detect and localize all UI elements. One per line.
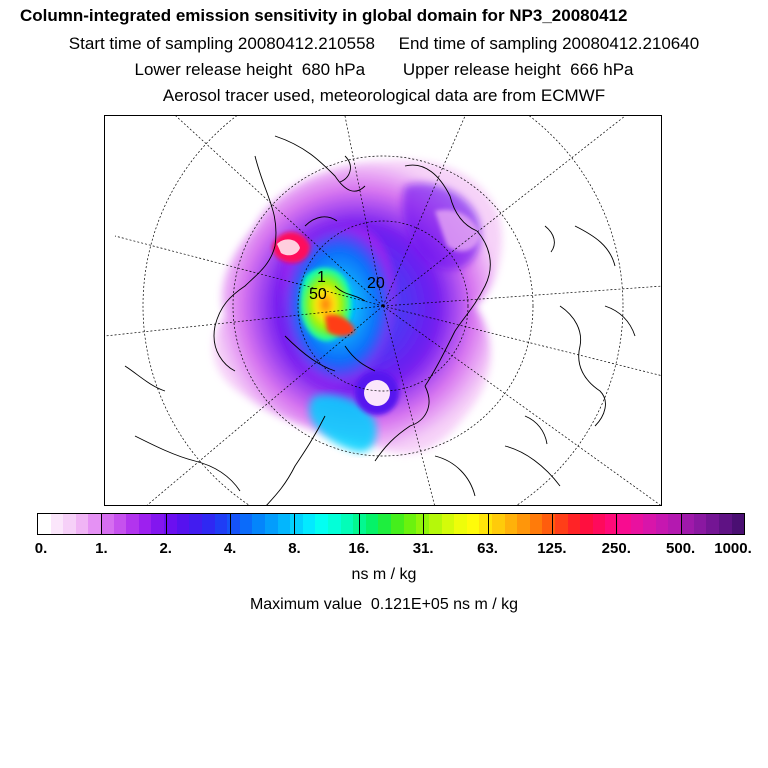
colorbar-cell — [252, 514, 265, 534]
colorbar-cell — [416, 514, 429, 534]
colorbar-cell — [517, 514, 530, 534]
colorbar-cell — [529, 514, 543, 534]
colorbar-cell — [668, 514, 682, 534]
colorbar-tick-label: 250. — [601, 540, 631, 557]
colorbar-cell — [693, 514, 707, 534]
coastlines — [124, 135, 636, 505]
colorbar-tick-label: 0. — [34, 540, 48, 557]
colorbar-cell — [365, 514, 379, 534]
colorbar-cell — [504, 514, 518, 534]
colorbar-tick — [616, 514, 618, 534]
colorbar-cell — [113, 514, 127, 534]
graticule — [105, 116, 661, 505]
colorbar-cell — [340, 514, 354, 534]
colorbar-cell — [164, 514, 177, 534]
colorbar-cell — [176, 514, 190, 534]
colorbar-cell — [88, 514, 102, 534]
colorbar-units: ns m / kg — [351, 566, 417, 583]
colorbar-cell — [101, 514, 114, 534]
maximum-value-text: Maximum value 0.121E+05 ns m / kg — [249, 596, 519, 613]
colorbar-cell — [126, 514, 139, 534]
colorbar-cell — [227, 514, 240, 534]
colorbar-cell — [605, 514, 619, 534]
colorbar-cell — [138, 514, 152, 534]
colorbar-cell — [290, 514, 303, 534]
colorbar-tick — [165, 514, 167, 534]
colorbar-cell — [38, 514, 51, 534]
colorbar-tick-label: 125. — [537, 540, 567, 557]
colorbar-tick-label: 1. — [95, 540, 108, 557]
colorbar-cell — [328, 514, 341, 534]
colorbar-cell — [592, 514, 606, 534]
colorbar-cell — [479, 514, 492, 534]
colorbar-cell — [264, 514, 278, 534]
colorbar-cell — [706, 514, 719, 534]
colorbar-cell — [466, 514, 480, 534]
colorbar-cell — [655, 514, 669, 534]
colorbar-tick — [487, 514, 489, 534]
colorbar-cell — [391, 514, 404, 534]
polar-map-panel: 50 1 20 — [104, 115, 662, 506]
release-height-line: Lower release height 680 hPa Upper relea… — [134, 60, 634, 79]
map-label-1: 1 — [317, 269, 326, 286]
colorbar-tick — [294, 514, 296, 534]
colorbar-tick — [551, 514, 553, 534]
colorbar-cell — [554, 514, 568, 534]
colorbar-cell — [151, 514, 165, 534]
tracer-info-line: Aerosol tracer used, meteorological data… — [162, 86, 606, 105]
colorbar-tick-label: 2. — [159, 540, 172, 557]
colorbar-tick-label: 16. — [348, 540, 370, 557]
colorbar-cell — [731, 514, 745, 534]
colorbar-tick-label: 63. — [477, 540, 498, 557]
colorbar-cell — [201, 514, 215, 534]
colorbar — [37, 513, 745, 535]
colorbar-cell — [441, 514, 455, 534]
colorbar-tick — [101, 514, 103, 534]
colorbar-tick — [680, 514, 682, 534]
colorbar-tick — [230, 514, 232, 534]
colorbar-cell — [239, 514, 253, 534]
colorbar-cell — [277, 514, 291, 534]
colorbar-cell — [50, 514, 64, 534]
emission-sensitivity-map: 50 1 20 — [105, 116, 661, 505]
colorbar-tick-label: 500. — [666, 540, 696, 557]
colorbar-cell — [681, 514, 694, 534]
colorbar-cell — [454, 514, 467, 534]
colorbar-tick — [423, 514, 425, 534]
colorbar-cell — [567, 514, 581, 534]
colorbar-cell — [315, 514, 329, 534]
map-labels: 50 1 20 — [309, 269, 385, 303]
colorbar-cell — [618, 514, 631, 534]
colorbar-cell — [580, 514, 593, 534]
colorbar-cell — [189, 514, 202, 534]
colorbar-tick-label: 1000. — [714, 540, 752, 557]
map-label-50: 50 — [309, 286, 327, 303]
colorbar-tick-label: 31. — [412, 540, 434, 557]
colorbar-cell — [302, 514, 316, 534]
colorbar-cell — [75, 514, 89, 534]
colorbar-cell — [542, 514, 555, 534]
colorbar-cell — [214, 514, 228, 534]
map-label-20: 20 — [367, 275, 385, 292]
colorbar-cell — [491, 514, 505, 534]
plot-title: Column-integrated emission sensitivity i… — [20, 6, 628, 25]
colorbar-cell — [63, 514, 76, 534]
colorbar-tick — [358, 514, 360, 534]
colorbar-cell — [718, 514, 732, 534]
sampling-time-line: Start time of sampling 20080412.210558 E… — [68, 34, 700, 53]
colorbar-tick-label: 4. — [223, 540, 237, 557]
colorbar-cell — [643, 514, 656, 534]
colorbar-tick-label: 8. — [288, 540, 301, 557]
colorbar-cell — [378, 514, 392, 534]
colorbar-cell — [403, 514, 417, 534]
colorbar-cell — [428, 514, 442, 534]
sensitivity-plume — [213, 160, 503, 454]
colorbar-cell — [630, 514, 644, 534]
